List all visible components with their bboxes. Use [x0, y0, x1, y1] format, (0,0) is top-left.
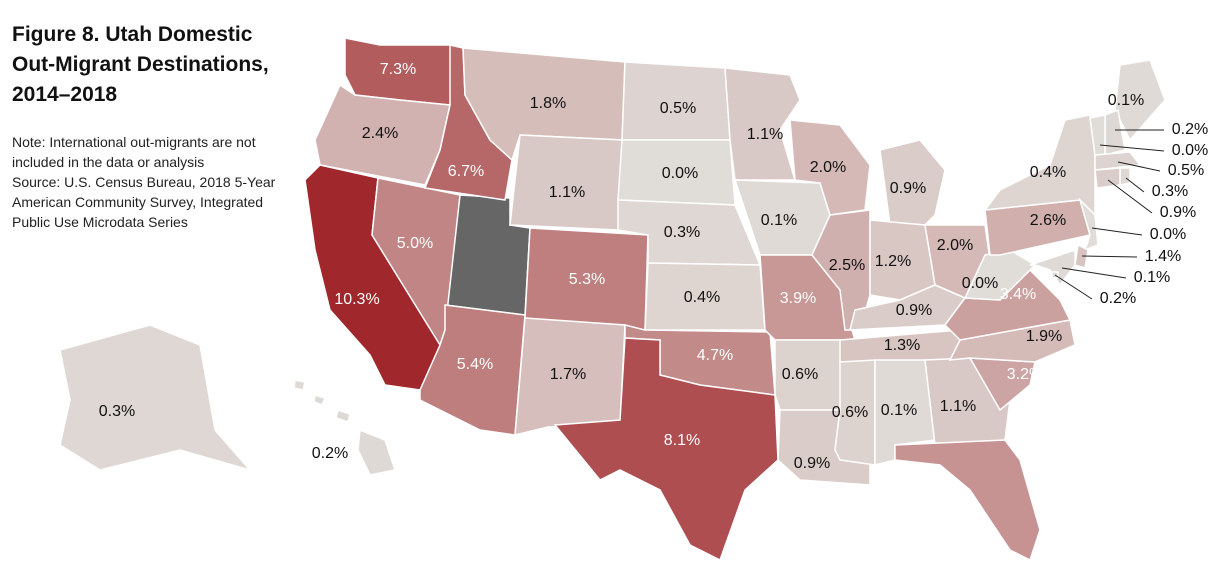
value-label: 5.4% [457, 356, 493, 373]
state [1074, 243, 1089, 269]
value-label: 0.1% [761, 212, 797, 229]
leader-line [1054, 274, 1093, 300]
value-label: 0.4% [684, 289, 720, 306]
value-label: 0.3% [1152, 183, 1188, 200]
value-label: 2.0% [937, 237, 973, 254]
leader-line [1091, 227, 1143, 236]
value-label: 7.3% [380, 61, 416, 78]
title-line: 2014–2018 [12, 83, 118, 106]
value-label: 0.9% [890, 180, 926, 197]
value-label: 0.9% [1160, 204, 1196, 221]
note: Note: International out-migrants are not… [12, 132, 275, 232]
value-label: 0.1% [881, 402, 917, 419]
state [553, 337, 779, 562]
value-label: 1.4% [1145, 248, 1181, 265]
state [724, 67, 801, 181]
value-label: 0.6% [782, 366, 818, 383]
state [1094, 151, 1142, 171]
value-label: 3.4% [1000, 286, 1036, 303]
leader-line [1099, 144, 1165, 152]
value-label: 1.1% [549, 184, 585, 201]
leader-line [1107, 179, 1153, 214]
leader-line [1125, 177, 1145, 193]
value-label: 0.0% [1172, 142, 1208, 159]
value-label: 0.0% [962, 275, 998, 292]
note-line: included in the data or analysis [12, 154, 205, 170]
value-label: 0.5% [660, 100, 696, 117]
state [1114, 59, 1166, 142]
value-label: 0.2% [312, 445, 348, 462]
value-label: 5.0% [397, 235, 433, 252]
value-label: 2.5% [829, 257, 865, 274]
value-label: 1.1% [747, 126, 783, 143]
state [1119, 167, 1131, 186]
state [1078, 197, 1099, 252]
state [509, 134, 623, 231]
value-label: 0.2% [1172, 121, 1208, 138]
value-label: 0.4% [1030, 164, 1066, 181]
value-label: 3.2% [1007, 366, 1043, 383]
value-label: 5.3% [569, 271, 605, 288]
value-label: 3.9% [780, 290, 816, 307]
value-label: 0.3% [99, 403, 135, 420]
value-label: 0.0% [1150, 226, 1186, 243]
value-label: 2.0% [810, 159, 846, 176]
value-label: 4.2% [952, 512, 988, 529]
note-line: Public Use Microdata Series [12, 214, 188, 230]
value-label: 2.6% [1030, 212, 1066, 229]
note-line: Note: International out-migrants are not [12, 134, 256, 150]
value-label: 0.2% [1100, 290, 1136, 307]
title-line: Out-Migrant Destinations, [12, 53, 269, 76]
state [293, 379, 396, 476]
value-label: 1.1% [940, 398, 976, 415]
value-label: 6.7% [448, 163, 484, 180]
value-label: 0.1% [1134, 269, 1170, 286]
value-label: 0.5% [1168, 162, 1204, 179]
leader-line [1117, 161, 1161, 172]
value-label: 0.9% [794, 455, 830, 472]
value-label: 4.7% [697, 347, 733, 364]
value-label: 1.2% [875, 253, 911, 270]
value-label: 2.4% [362, 125, 398, 142]
value-label: 1.3% [884, 337, 920, 354]
note-line: Source: U.S. Census Bureau, 2018 5-Year [12, 174, 276, 190]
note-line: American Community Survey, Integrated [12, 194, 264, 210]
value-label: 10.3% [334, 291, 379, 308]
value-label: 0.9% [896, 302, 932, 319]
value-label: 1.7% [550, 366, 586, 383]
value-label: 1.8% [530, 95, 566, 112]
value-label: 1.9% [1026, 328, 1062, 345]
value-label: 0.0% [662, 165, 698, 182]
value-label: 0.1% [1108, 92, 1144, 109]
figure-title: Figure 8. Utah Domestic Out-Migrant Dest… [12, 20, 269, 110]
value-label: 8.1% [664, 432, 700, 449]
value-label: 0.6% [832, 404, 868, 421]
value-label: 0.3% [664, 224, 700, 241]
leader-line [1061, 267, 1127, 279]
state [59, 324, 253, 472]
title-line: Figure 8. Utah Domestic [12, 23, 253, 46]
state [1029, 248, 1076, 287]
leader-line [1081, 255, 1138, 258]
state [1094, 167, 1121, 189]
state [894, 439, 1041, 562]
